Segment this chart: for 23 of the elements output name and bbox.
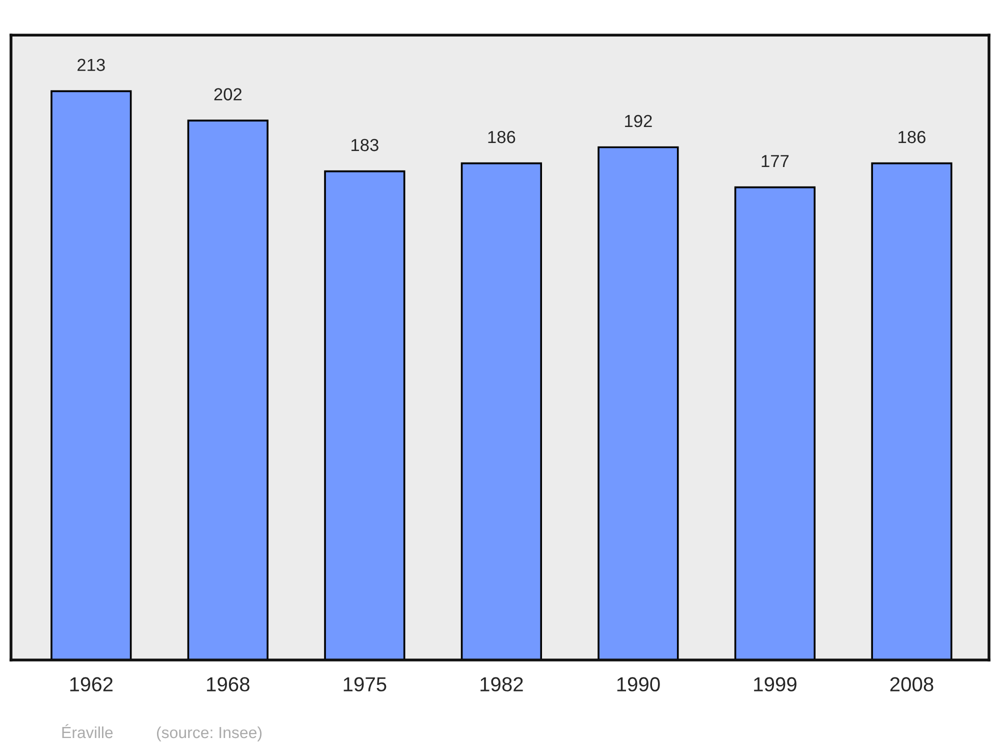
x-tick-label: 1962: [70, 677, 113, 692]
data-label: 186: [488, 130, 516, 144]
text: (source: Insee): [156, 726, 262, 742]
data-label: 186: [898, 130, 926, 144]
data-label: 183: [352, 138, 378, 152]
bar: [50, 90, 132, 660]
bar: [187, 120, 268, 660]
x-tick-label: 1999: [754, 677, 796, 692]
bar: [324, 170, 406, 660]
bar: [460, 162, 542, 660]
bar: [871, 162, 952, 660]
bar: [598, 146, 679, 660]
text: Éraville: [62, 724, 113, 738]
bar: [734, 186, 816, 660]
x-tick-label: 1968: [207, 677, 250, 692]
data-label: 177: [762, 155, 789, 168]
data-label: 192: [625, 114, 652, 128]
x-tick-label: 1975: [344, 677, 386, 692]
data-label: 202: [214, 88, 242, 100]
x-tick-label: 2008: [890, 677, 934, 692]
x-tick-label: 1982: [480, 677, 523, 692]
x-tick-label: 1990: [617, 677, 660, 692]
data-label: 213: [78, 58, 105, 72]
